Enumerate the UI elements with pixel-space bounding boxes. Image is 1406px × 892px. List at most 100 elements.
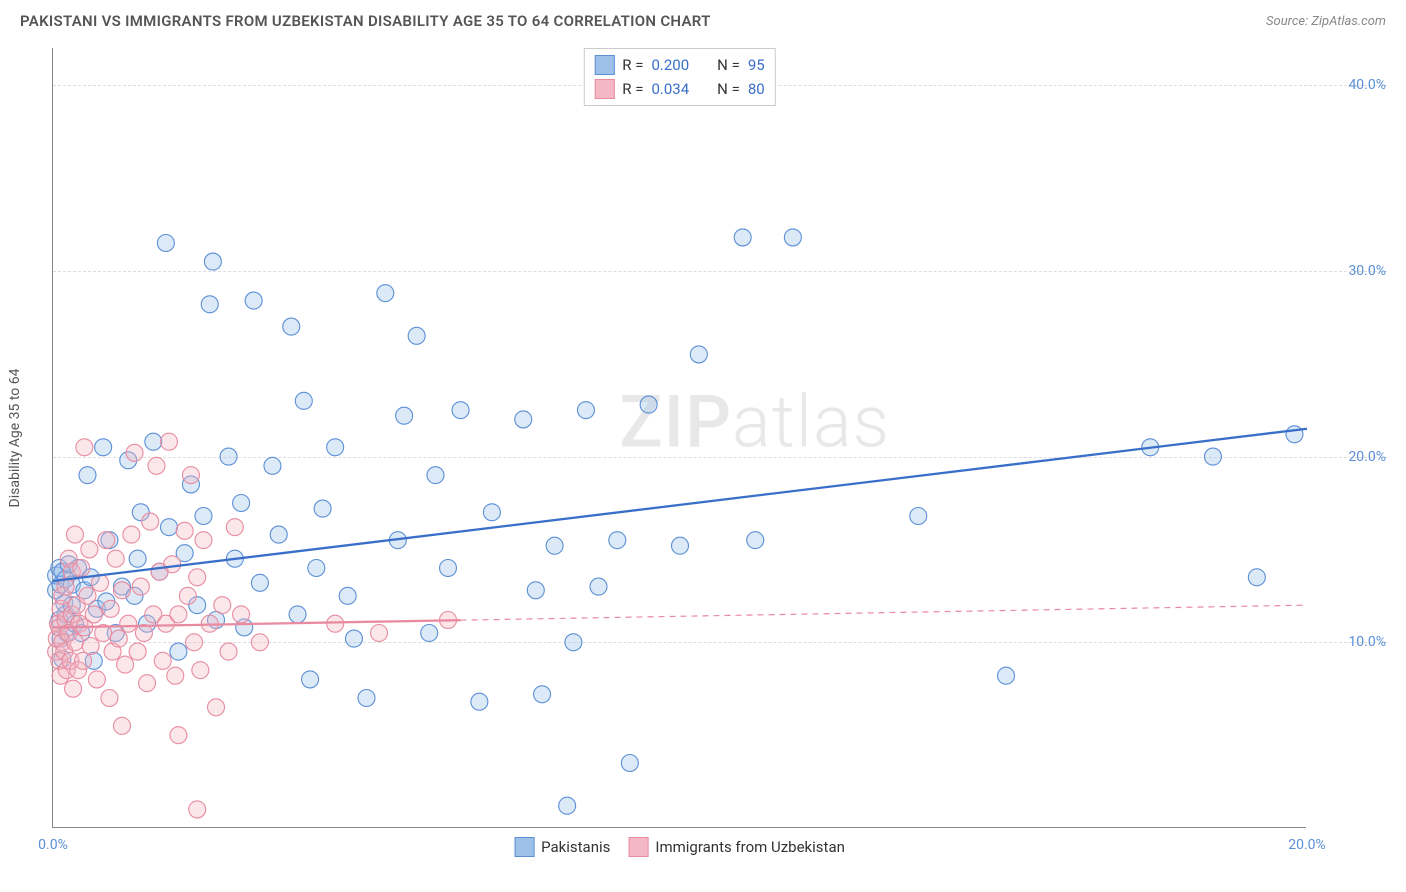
legend-n-label: N = — [717, 56, 740, 74]
data-point — [283, 318, 300, 335]
data-point — [220, 643, 237, 660]
data-point — [471, 693, 488, 710]
data-point — [427, 467, 444, 484]
data-point — [339, 587, 356, 604]
data-point — [170, 727, 187, 744]
data-point — [546, 537, 563, 554]
data-point — [452, 402, 469, 419]
data-point — [142, 513, 159, 530]
data-point — [192, 662, 209, 679]
data-point — [132, 578, 149, 595]
data-point — [559, 797, 576, 814]
data-point — [160, 519, 177, 536]
plot-area: ZIPatlas R = 0.200N = 95R = 0.034N = 80 … — [52, 48, 1306, 828]
legend-r-value: 0.200 — [651, 56, 689, 74]
data-point — [308, 560, 325, 577]
data-point — [527, 582, 544, 599]
legend-label: Pakistanis — [541, 838, 610, 856]
data-point — [98, 532, 115, 549]
data-point — [66, 634, 83, 651]
data-point — [204, 253, 221, 270]
data-point — [79, 467, 96, 484]
series-legend: Pakistanis Immigrants from Uzbekistan — [514, 837, 845, 857]
data-point — [534, 686, 551, 703]
scatter-chart: ZIPatlas R = 0.200N = 95R = 0.034N = 80 … — [52, 48, 1386, 828]
data-point — [747, 532, 764, 549]
legend-stat-row: R = 0.034 N = 80 — [594, 77, 764, 101]
data-point — [226, 519, 243, 536]
data-point — [126, 444, 143, 461]
legend-n-value: 80 — [748, 80, 765, 98]
data-point — [73, 560, 90, 577]
data-point — [95, 439, 112, 456]
data-point — [139, 675, 156, 692]
data-point — [164, 556, 181, 573]
data-point — [440, 560, 457, 577]
data-point — [85, 606, 102, 623]
data-point — [160, 433, 177, 450]
scatter-svg — [53, 48, 1307, 828]
data-point — [107, 550, 124, 567]
legend-n-value: 95 — [748, 56, 765, 74]
data-point — [102, 600, 119, 617]
data-point — [113, 582, 130, 599]
data-point — [295, 392, 312, 409]
data-point — [113, 717, 130, 734]
data-point — [123, 526, 140, 543]
legend-swatch — [594, 79, 614, 99]
data-point — [1286, 426, 1303, 443]
legend-n-label: N = — [717, 80, 740, 98]
data-point — [182, 467, 199, 484]
data-point — [179, 587, 196, 604]
data-point — [289, 606, 306, 623]
data-point — [176, 522, 193, 539]
data-point — [66, 526, 83, 543]
y-tick-label: 40.0% — [1316, 77, 1386, 93]
legend-swatch — [594, 55, 614, 75]
data-point — [233, 606, 250, 623]
data-point — [314, 500, 331, 517]
data-point — [609, 532, 626, 549]
data-point — [270, 526, 287, 543]
data-point — [621, 755, 638, 772]
data-point — [483, 504, 500, 521]
data-point — [195, 532, 212, 549]
data-point — [910, 508, 927, 525]
data-point — [590, 578, 607, 595]
data-point — [784, 229, 801, 246]
data-point — [186, 634, 203, 651]
data-point — [81, 541, 98, 558]
legend-r-value: 0.034 — [651, 80, 689, 98]
data-point — [120, 615, 137, 632]
data-point — [421, 625, 438, 642]
legend-item: Immigrants from Uzbekistan — [628, 837, 845, 857]
data-point — [345, 630, 362, 647]
correlation-legend: R = 0.200 N = 95 R = 0.034 N = 80 — [583, 48, 775, 106]
x-tick-label: 0.0% — [38, 837, 68, 853]
data-point — [154, 652, 171, 669]
data-point — [264, 457, 281, 474]
data-point — [245, 292, 262, 309]
data-point — [371, 625, 388, 642]
data-point — [1248, 569, 1265, 586]
data-point — [377, 285, 394, 302]
data-point — [82, 638, 99, 655]
data-point — [195, 508, 212, 525]
data-point — [327, 615, 344, 632]
trend-line-extrapolated — [461, 605, 1307, 620]
legend-stat-row: R = 0.200N = 95 — [594, 53, 764, 77]
source-attribution: Source: ZipAtlas.com — [1266, 14, 1386, 29]
data-point — [565, 634, 582, 651]
data-point — [734, 229, 751, 246]
data-point — [145, 433, 162, 450]
legend-r-label: R = — [622, 80, 643, 98]
data-point — [1204, 448, 1221, 465]
data-point — [79, 587, 96, 604]
legend-label: Immigrants from Uzbekistan — [655, 838, 845, 856]
data-point — [396, 407, 413, 424]
data-point — [65, 680, 82, 697]
data-point — [110, 630, 127, 647]
legend-swatch — [514, 837, 534, 857]
data-point — [672, 537, 689, 554]
data-point — [148, 457, 165, 474]
